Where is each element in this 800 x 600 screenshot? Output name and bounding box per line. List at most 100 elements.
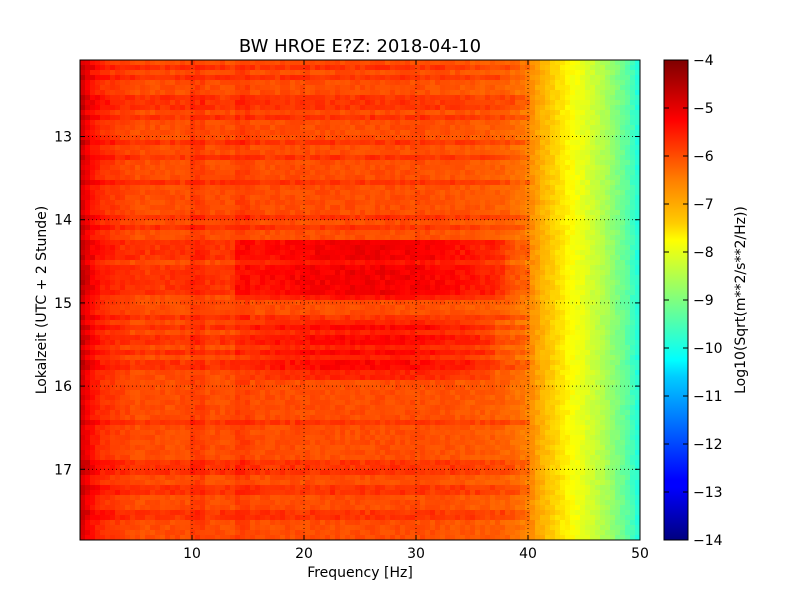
heatmap-cell — [620, 270, 626, 276]
heatmap-cell — [275, 90, 281, 96]
heatmap-cell — [375, 185, 381, 191]
heatmap-cell — [100, 130, 106, 136]
heatmap-cell — [475, 265, 481, 271]
heatmap-cell — [390, 100, 396, 106]
heatmap-cell — [270, 125, 276, 131]
heatmap-cell — [400, 65, 406, 71]
heatmap-cell — [315, 155, 321, 161]
heatmap-cell — [605, 275, 611, 281]
heatmap-cell — [485, 120, 491, 126]
heatmap-cell — [595, 185, 601, 191]
heatmap-cell — [625, 145, 631, 151]
heatmap-cell — [405, 95, 411, 101]
heatmap-cell — [285, 215, 291, 221]
heatmap-cell — [535, 160, 541, 166]
heatmap-cell — [115, 175, 121, 181]
heatmap-cell — [210, 90, 216, 96]
heatmap-cell — [620, 180, 626, 186]
heatmap-cell — [140, 240, 146, 246]
heatmap-cell — [160, 200, 166, 206]
heatmap-cell — [620, 120, 626, 126]
heatmap-cell — [475, 200, 481, 206]
heatmap-cell — [470, 135, 476, 141]
heatmap-cell — [415, 185, 421, 191]
heatmap-cell — [565, 105, 571, 111]
heatmap-cell — [300, 265, 306, 271]
heatmap-cell — [140, 250, 146, 256]
heatmap-cell — [305, 225, 311, 231]
heatmap-cell — [535, 80, 541, 86]
heatmap-cell — [505, 165, 511, 171]
heatmap-cell — [635, 245, 640, 251]
heatmap-cell — [560, 170, 566, 176]
heatmap-cell — [600, 270, 606, 276]
heatmap-cell — [90, 185, 96, 191]
heatmap-cell — [495, 60, 501, 66]
heatmap-cell — [620, 130, 626, 136]
heatmap-cell — [615, 205, 621, 211]
heatmap-cell — [345, 255, 351, 261]
heatmap-cell — [600, 85, 606, 91]
heatmap-cell — [605, 255, 611, 261]
heatmap-cell — [350, 200, 356, 206]
heatmap-cell — [585, 260, 591, 266]
heatmap-cell — [630, 195, 636, 201]
heatmap-cell — [490, 130, 496, 136]
heatmap-cell — [445, 105, 451, 111]
heatmap-cell — [300, 150, 306, 156]
heatmap-cell — [170, 135, 176, 141]
heatmap-cell — [455, 115, 461, 121]
heatmap-cell — [260, 230, 266, 236]
heatmap-cell — [390, 210, 396, 216]
heatmap-cell — [590, 205, 596, 211]
heatmap-cell — [150, 250, 156, 256]
heatmap-cell — [110, 185, 116, 191]
heatmap-cell — [580, 65, 586, 71]
heatmap-cell — [205, 230, 211, 236]
heatmap-cell — [330, 210, 336, 216]
heatmap-cell — [615, 65, 621, 71]
heatmap-cell — [625, 65, 631, 71]
heatmap-cell — [295, 260, 301, 266]
heatmap-cell — [190, 170, 196, 176]
heatmap-cell — [345, 240, 351, 246]
heatmap-cell — [550, 145, 556, 151]
heatmap-cell — [80, 230, 86, 236]
heatmap-cell — [175, 260, 181, 266]
heatmap-cell — [635, 105, 640, 111]
heatmap-cell — [500, 205, 506, 211]
heatmap-cell — [140, 245, 146, 251]
heatmap-cell — [615, 105, 621, 111]
heatmap-cell — [560, 260, 566, 266]
heatmap-cell — [475, 175, 481, 181]
heatmap-cell — [315, 220, 321, 226]
heatmap-cell — [425, 270, 431, 276]
heatmap-cell — [335, 85, 341, 91]
heatmap-cell — [410, 120, 416, 126]
heatmap-cell — [545, 250, 551, 256]
heatmap-cell — [620, 150, 626, 156]
heatmap-cell — [155, 95, 161, 101]
heatmap-cell — [375, 180, 381, 186]
heatmap-cell — [555, 155, 561, 161]
heatmap-cell — [480, 235, 486, 241]
heatmap-cell — [280, 100, 286, 106]
heatmap-cell — [550, 215, 556, 221]
heatmap-cell — [430, 195, 436, 201]
heatmap-cell — [400, 200, 406, 206]
heatmap-cell — [450, 245, 456, 251]
heatmap-cell — [470, 110, 476, 116]
heatmap-cell — [495, 250, 501, 256]
heatmap-cell — [545, 115, 551, 121]
heatmap-cell — [475, 235, 481, 241]
heatmap-cell — [220, 225, 226, 231]
heatmap-cell — [575, 225, 581, 231]
heatmap-cell — [290, 160, 296, 166]
heatmap-cell — [225, 80, 231, 86]
heatmap-cell — [350, 275, 356, 281]
heatmap-cell — [530, 60, 536, 66]
heatmap-cell — [465, 85, 471, 91]
heatmap-cell — [205, 155, 211, 161]
heatmap-cell — [420, 150, 426, 156]
heatmap-cell — [530, 135, 536, 141]
